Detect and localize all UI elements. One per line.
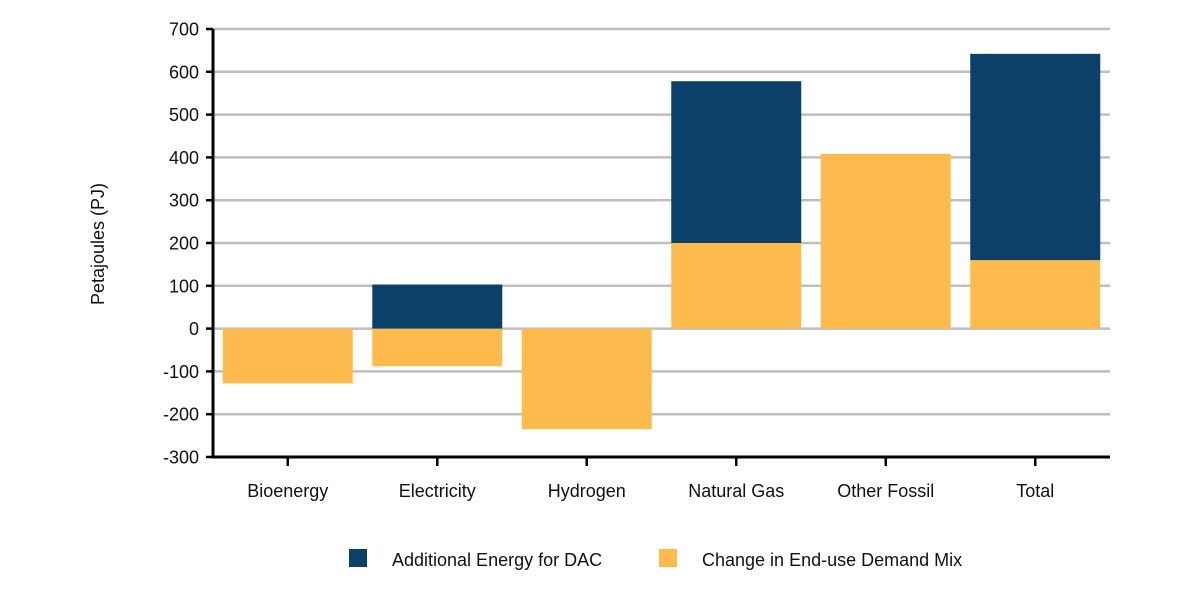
y-axis-title: Petajoules (PJ) bbox=[88, 183, 108, 305]
bar-hydrogen-change-in-end-use-demand-mix bbox=[521, 328, 652, 430]
y-tick-label: -100 bbox=[163, 362, 199, 382]
x-tick-label: Other Fossil bbox=[837, 481, 934, 501]
y-tick-label: 400 bbox=[169, 148, 199, 168]
y-tick-label: 500 bbox=[169, 105, 199, 125]
legend-swatch-additional-energy-for-dac bbox=[349, 549, 367, 567]
bar-electricity-additional-energy-for-dac bbox=[372, 284, 503, 329]
gridlines bbox=[213, 27, 1110, 416]
y-tick-label: 0 bbox=[189, 319, 199, 339]
bar-other-fossil-change-in-end-use-demand-mix bbox=[820, 153, 951, 329]
y-tick-label: 700 bbox=[169, 20, 199, 40]
x-tick-label: Electricity bbox=[399, 481, 476, 501]
bars bbox=[222, 53, 1101, 430]
bar-total-change-in-end-use-demand-mix bbox=[970, 260, 1101, 329]
y-tick-label: 100 bbox=[169, 276, 199, 296]
x-tick-label: Total bbox=[1016, 481, 1054, 501]
x-tick-label: Bioenergy bbox=[247, 481, 328, 501]
bar-natural-gas-change-in-end-use-demand-mix bbox=[671, 243, 802, 329]
bar-total-additional-energy-for-dac bbox=[970, 53, 1101, 261]
y-tick-label: 200 bbox=[169, 234, 199, 254]
legend-label-additional-energy-for-dac: Additional Energy for DAC bbox=[392, 550, 602, 570]
bar-natural-gas-additional-energy-for-dac bbox=[671, 81, 802, 243]
legend-swatch-change-in-end-use-demand-mix bbox=[659, 549, 677, 567]
x-tick-label: Natural Gas bbox=[688, 481, 784, 501]
legend-label-change-in-end-use-demand-mix: Change in End-use Demand Mix bbox=[702, 550, 962, 570]
x-tick-label: Hydrogen bbox=[548, 481, 626, 501]
y-tick-label: 600 bbox=[169, 62, 199, 82]
bar-bioenergy-change-in-end-use-demand-mix bbox=[222, 328, 353, 384]
legend: Additional Energy for DAC Change in End-u… bbox=[349, 549, 962, 570]
y-tick-label: -200 bbox=[163, 405, 199, 425]
axes: -300 -200 -100 0 100 200 300 400 500 600 700 Bioene… bbox=[163, 20, 1110, 501]
y-tick-label: -300 bbox=[163, 448, 199, 468]
y-tick-label: 300 bbox=[169, 191, 199, 211]
bar-electricity-change-in-end-use-demand-mix bbox=[372, 328, 503, 367]
